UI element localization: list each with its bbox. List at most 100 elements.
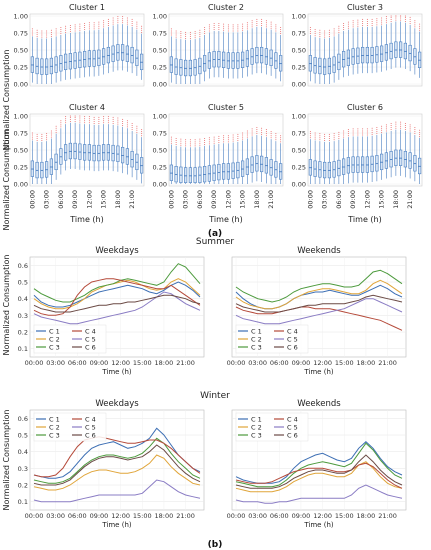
boxplot-outlier: [46, 137, 48, 139]
boxplot-outlier: [251, 24, 253, 26]
line-ytick-label: 0.6: [18, 262, 28, 270]
line-panel-title: Weekdays: [95, 246, 139, 256]
boxplot-outlier: [232, 136, 234, 138]
boxplot-outlier: [385, 130, 387, 132]
legend-label: C 5: [85, 336, 96, 344]
boxplot-outlier: [280, 139, 282, 141]
boxplot-ytick-label: 0.50: [292, 147, 306, 155]
boxplot-outlier: [50, 33, 52, 35]
boxplot-outlier: [223, 135, 225, 137]
boxplot-outlier: [237, 135, 239, 137]
boxplot-outlier: [107, 116, 109, 118]
legend-label: C 2: [251, 336, 262, 344]
boxplot-outlier: [55, 32, 57, 34]
boxplot-outlier: [141, 25, 143, 27]
line-panel: Weekdays 0.1 0.2 0.3 0.4 0.5 0.6 00:00 03:00 06:0…: [18, 399, 205, 529]
boxplot-outlier: [409, 124, 411, 126]
boxplot-outlier: [333, 139, 335, 141]
boxplot-outlier: [208, 141, 210, 143]
boxplot-outlier: [65, 118, 67, 120]
boxplot-outlier: [414, 22, 416, 24]
boxplot-outlier: [309, 133, 311, 135]
boxplot-outlier: [232, 138, 234, 140]
boxplot-outlier: [419, 29, 421, 31]
boxplot-outlier: [347, 21, 349, 23]
line-xtick-label: 06:00: [68, 359, 87, 367]
boxplot-outlier: [65, 27, 67, 29]
boxplot-outlier: [126, 126, 128, 128]
boxplot-outlier: [419, 23, 421, 25]
boxplot-outlier: [357, 130, 359, 132]
boxplot-outlier: [122, 125, 124, 127]
boxplot-outlier: [107, 22, 109, 24]
boxplot-outlier: [309, 31, 311, 33]
boxplot-outlier: [189, 33, 191, 35]
boxplot-outlier: [319, 35, 321, 37]
boxplot-panel: Cluster 4 0.00 0.25 0.50 0.75 1.00 00:00 03:00 0…: [14, 103, 145, 224]
boxplot-outlier: [69, 115, 71, 117]
boxplot-outlier: [251, 20, 253, 22]
boxplot-title: Cluster 4: [69, 103, 105, 112]
boxplot-outlier: [314, 136, 316, 138]
boxplot-outlier: [74, 26, 76, 28]
boxplot-outlier: [98, 25, 100, 27]
boxplot-outlier: [208, 143, 210, 145]
boxplot-outlier: [50, 130, 52, 132]
boxplot-outlier: [256, 20, 258, 22]
line-ylabel-winter: Normalized Consumption: [2, 410, 11, 511]
boxplot-outlier: [65, 120, 67, 122]
boxplot-outlier: [409, 130, 411, 132]
boxplot-outlier: [404, 125, 406, 127]
boxplot-outlier: [333, 137, 335, 139]
boxplot-outlier: [185, 35, 187, 37]
boxplot-outlier: [31, 134, 33, 136]
boxplot-outlier: [242, 136, 244, 138]
boxplot-outlier: [69, 118, 71, 120]
boxplot-xlabel: Time (h): [208, 215, 242, 224]
boxplot-outlier: [270, 23, 272, 25]
boxplot-outlier: [122, 18, 124, 20]
boxplot-outlier: [93, 122, 95, 124]
boxplot-outlier: [60, 122, 62, 124]
line-ytick-label: 0.1: [18, 345, 28, 353]
boxplot-outlier: [103, 24, 105, 26]
line-xtick-label: 03:00: [248, 512, 267, 520]
boxplot-outlier: [103, 26, 105, 28]
boxplot-ytick-label: 0.25: [292, 64, 306, 72]
boxplot-outlier: [136, 27, 138, 29]
boxplot-outlier: [41, 34, 43, 36]
boxplot-outlier: [237, 139, 239, 141]
boxplot-box: [193, 167, 197, 183]
boxplot-outlier: [180, 35, 182, 37]
boxplot-outlier: [122, 118, 124, 120]
boxplot-outlier: [98, 23, 100, 25]
boxplot-ytick-label: 0.00: [14, 181, 28, 189]
boxplot-outlier: [98, 21, 100, 23]
boxplot-outlier: [409, 16, 411, 18]
line-series-path: [235, 462, 403, 489]
boxplot-outlier: [199, 31, 201, 33]
boxplot-ytick-label: 0.25: [153, 64, 167, 72]
boxplot-outlier: [404, 18, 406, 20]
boxplot-outlier: [232, 28, 234, 30]
boxplot-outlier: [242, 23, 244, 25]
boxplot-outlier: [107, 120, 109, 122]
boxplot-outlier: [107, 122, 109, 124]
boxplot-outlier: [333, 32, 335, 34]
boxplot-outlier: [227, 30, 229, 32]
boxplot-outlier: [352, 128, 354, 130]
boxplot-outlier: [117, 121, 119, 123]
boxplot-outlier: [395, 19, 397, 21]
boxplot-outlier: [65, 25, 67, 27]
boxplot-outlier: [270, 131, 272, 133]
boxplot-outlier: [60, 126, 62, 128]
boxplot-outlier: [309, 29, 311, 31]
legend-label: C 5: [85, 424, 96, 432]
line-xtick-label: 00:00: [25, 512, 44, 520]
boxplot-outlier: [319, 29, 321, 31]
boxplot-outlier: [328, 29, 330, 31]
boxplot-outlier: [280, 29, 282, 31]
boxplot-ytick-label: 1.00: [292, 13, 306, 21]
boxplot-outlier: [338, 25, 340, 27]
boxplot-outlier: [122, 22, 124, 24]
